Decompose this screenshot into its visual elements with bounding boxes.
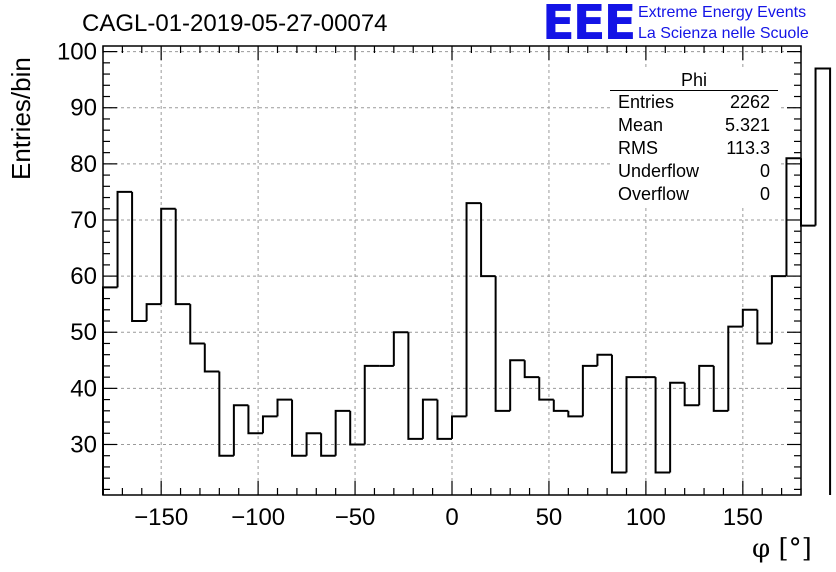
histogram-bin [683,382,700,407]
stats-box: Phi Entries 2262 Mean 5.321 RMS 113.3 Un… [610,70,778,206]
x-tick-label: 0 [445,504,458,531]
x-axis-label: φ [°] [752,534,812,564]
stats-label: Mean [618,115,664,135]
histogram-bin [480,203,496,278]
histogram-bin [538,377,554,401]
histogram-bin [654,377,671,474]
histogram-bin [814,67,832,495]
stats-value: 0 [759,161,770,181]
stats-title: Phi [610,70,778,91]
histogram-bin [116,190,133,288]
x-tick-label: 150 [723,504,763,531]
x-tick-label: 100 [626,504,666,531]
stats-row-overflow: Overflow 0 [610,183,778,206]
stats-label: Overflow [618,184,690,204]
histogram-bin [785,157,801,277]
histogram-bin [407,332,423,440]
y-tick-label: 100 [57,39,97,66]
y-tick-label: 40 [70,375,97,402]
histogram-bin [363,364,380,445]
stats-row-rms: RMS 113.3 [610,137,778,160]
y-tick-labels: 30 40 50 60 70 80 90 100 [57,39,97,459]
y-tick-label: 80 [70,151,97,178]
histogram-bin [698,364,714,406]
eee-logo: EEE [542,0,636,51]
x-tick-labels: −150 −100 −50 0 50 100 150 [134,504,763,531]
histogram-bin [523,360,540,379]
histogram-bin [131,191,147,323]
histogram-bin [625,376,642,473]
stats-value: 0 [759,184,770,204]
stats-value: 113.3 [726,138,770,158]
histogram-bin [232,404,249,456]
histogram-bin [581,364,598,417]
stats-value: 2262 [729,92,770,112]
histogram-bin [465,202,482,417]
histogram-bin [247,405,263,435]
axis-ticks [102,46,802,495]
x-tick-label: −50 [335,504,376,531]
y-axis-label: Entries/bin [6,57,36,180]
histogram-bin [712,365,729,412]
histogram-bin [756,309,772,345]
histogram-bin [552,399,569,412]
histogram-bin [451,415,467,439]
histogram-bin [727,325,743,411]
histogram-bin [770,275,787,344]
histogram-bin [800,158,816,227]
stats-label: Entries [618,92,675,112]
histogram-bin [145,303,162,322]
logo-line-1: Extreme Energy Events [638,4,807,21]
histogram-bin [261,415,278,434]
histogram-bin [596,353,612,366]
y-tick-label: 50 [70,319,97,346]
histogram-bin [509,359,525,411]
histogram-bin [349,410,365,446]
x-tick-label: −150 [134,504,188,531]
x-tick-label: −100 [231,504,285,531]
histogram-bin [436,399,452,440]
chart-title: CAGL-01-2019-05-27-00074 [82,10,388,37]
histogram-bin [567,410,583,418]
histogram-bin [305,432,322,456]
histogram-bin [494,276,511,412]
histogram-bin [203,343,220,373]
histogram-bin [174,208,191,306]
histogram-bin [291,399,307,457]
histogram-bin [334,409,351,456]
stats-row-entries: Entries 2262 [610,91,778,114]
histogram-bin [741,308,758,327]
histogram-bin [392,331,409,366]
histogram-bin [160,207,176,305]
y-tick-label: 90 [70,95,97,122]
histogram-bin [189,304,205,345]
x-tick-label: 50 [536,504,563,531]
stats-label: RMS [618,138,658,158]
stats-row-underflow: Underflow 0 [610,160,778,183]
histogram-bin [276,398,293,417]
y-tick-label: 30 [70,431,97,458]
histogram-bin [669,381,685,473]
stats-value: 5.321 [724,115,770,135]
histogram-bin [320,433,336,457]
y-tick-label: 70 [70,207,97,234]
stats-row-mean: Mean 5.321 [610,114,778,137]
histogram-bin [610,354,627,474]
y-tick-label: 60 [70,263,97,290]
histogram-bin [102,286,118,495]
stats-label: Underflow [618,161,700,181]
histogram-bin [421,398,438,439]
logo-line-2: La Scienza nelle Scuole [638,25,809,42]
histogram-bin [218,371,234,457]
